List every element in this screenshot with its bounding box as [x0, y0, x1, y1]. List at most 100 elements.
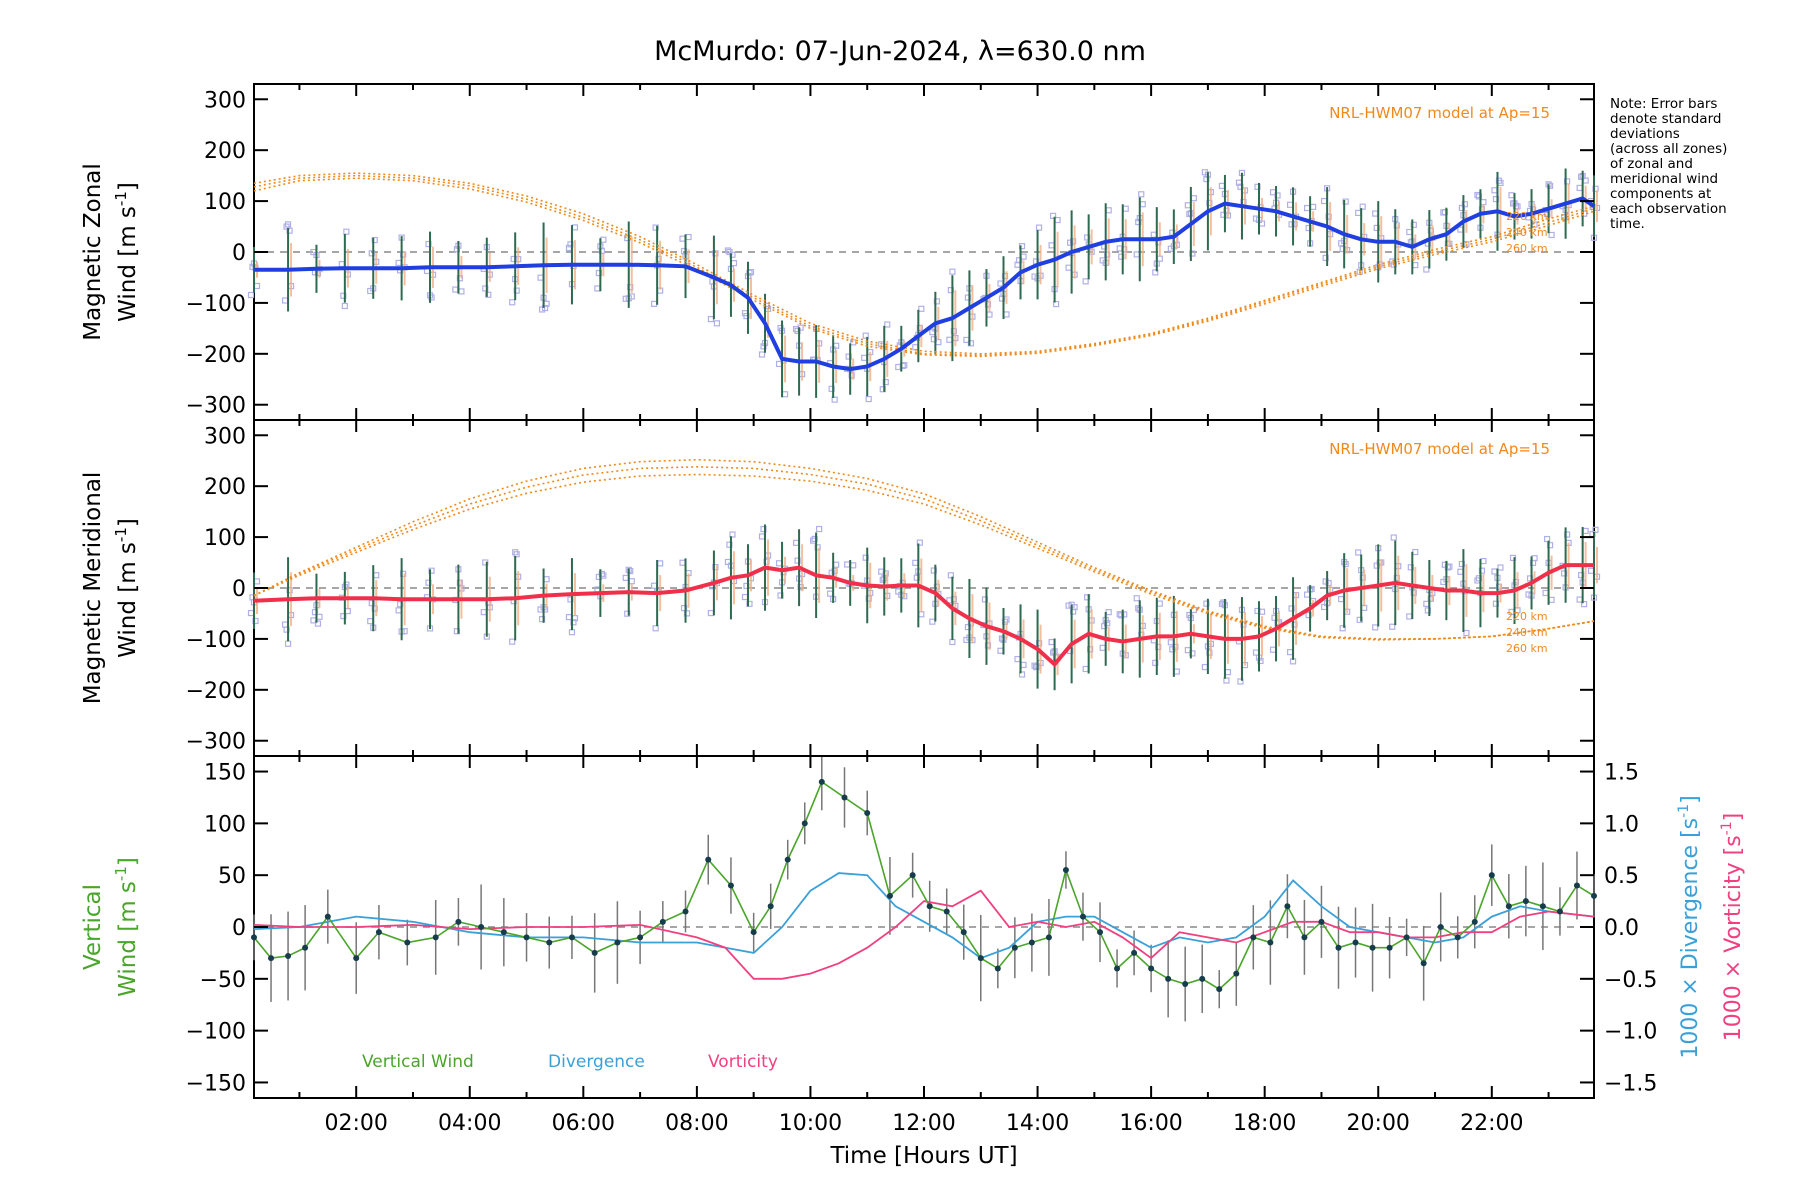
scatter-point	[314, 620, 322, 627]
vertical-wind-point	[614, 939, 621, 946]
legend-divergence: Divergence	[548, 1052, 645, 1072]
vertical-wind-point	[943, 908, 950, 915]
x-tick-label: 08:00	[665, 1111, 728, 1136]
y-tick-label: −300	[186, 394, 246, 419]
scatter-point	[1423, 266, 1430, 273]
y-tick-label: 100	[204, 812, 246, 837]
divergence-right-label: 1000 × Divergence [s-1]	[1676, 795, 1703, 1058]
zonal-model-alt-label: 240 km	[1506, 226, 1548, 239]
note-line: (across all zones)	[1610, 141, 1727, 157]
zonal-ylabel-units: Wind [m s-1]	[112, 182, 141, 322]
scatter-point	[816, 525, 823, 533]
scatter-point	[1339, 625, 1346, 632]
vertical-wind-point	[1522, 898, 1529, 905]
legend-vertical-wind: Vertical Wind	[362, 1052, 474, 1072]
vertical-wind-point	[1454, 934, 1461, 941]
scatter-point	[1390, 534, 1397, 541]
vertical-wind-point	[1284, 903, 1291, 910]
zonal-model-alt-label: 260 km	[1506, 242, 1548, 255]
vertical-wind-point	[909, 872, 916, 879]
model-curve	[253, 458, 1595, 640]
scatter-point	[1018, 671, 1026, 678]
vertical-wind-point	[750, 929, 757, 936]
scatter-point	[1082, 278, 1089, 285]
note-line: denote standard	[1610, 111, 1721, 127]
scatter-point	[713, 320, 721, 327]
scatter-point	[1035, 224, 1043, 231]
vertical-wind-point	[1318, 918, 1325, 925]
scatter-point	[1389, 623, 1396, 630]
scatter-point	[1372, 624, 1379, 631]
scatter-point	[724, 247, 732, 254]
scatter-point	[343, 228, 350, 235]
vertical-wind-point	[994, 965, 1001, 972]
y-tick-label: −300	[186, 730, 246, 755]
vertical-wind-point	[568, 934, 575, 941]
y-tick-label: −200	[186, 679, 246, 704]
note-block: Note: Error bars denote standard deviati…	[1610, 96, 1727, 232]
scatter-point	[284, 221, 292, 228]
vertical-wind-point	[285, 953, 292, 960]
vertical-wind-point	[1573, 882, 1580, 889]
vertical-wind-point	[1114, 965, 1121, 972]
model-curve	[253, 473, 1595, 641]
zonal-model-label: NRL-HWM07 model at Ap=15	[1329, 104, 1550, 122]
zonal-model-alt-label: 220 km	[1506, 210, 1548, 223]
scatter-point	[850, 339, 857, 346]
scatter-point	[652, 625, 659, 632]
vertical-wind-point	[1556, 908, 1563, 915]
vertical-wind-point	[1352, 939, 1359, 946]
scatter-point	[831, 396, 838, 403]
vertical-wind-point	[637, 934, 644, 941]
y-tick-label: −100	[186, 1020, 246, 1045]
vertical-wind-point	[767, 903, 774, 910]
y-tick-label: −50	[200, 968, 246, 993]
vertical-wind-point	[1028, 939, 1035, 946]
y-tick-label: 100	[204, 190, 246, 215]
vorticity-right-label: 1000 × Vorticity [s-1]	[1719, 813, 1746, 1041]
scatter-point	[541, 304, 549, 312]
x-tick-label: 22:00	[1460, 1111, 1523, 1136]
vertical-wind-point	[1131, 949, 1138, 956]
vorticity-line	[253, 889, 1595, 980]
vertical-wind-point	[546, 939, 553, 946]
scatter-point	[1052, 300, 1060, 308]
zonal-ylabel: Magnetic Zonal	[80, 163, 106, 341]
scatter-point	[1355, 549, 1362, 556]
vertical-wind-point	[705, 856, 712, 863]
vertical-wind-point	[353, 955, 360, 962]
scatter-point	[1237, 678, 1244, 685]
y-tick-label: 0	[232, 241, 246, 266]
scatter-point	[247, 291, 255, 299]
meridional-model-alt-label: 240 km	[1506, 626, 1548, 639]
data-layer	[247, 168, 1601, 1022]
meridional-wind-line	[253, 563, 1594, 668]
vertical-wind-point	[841, 794, 848, 801]
model-curve	[253, 172, 1595, 355]
vertical-wind-point	[1011, 944, 1018, 951]
y-tick-label: 0	[232, 577, 246, 602]
vertical-wind-point	[1369, 944, 1376, 951]
vertical-wind-point	[1250, 934, 1257, 941]
meridional-model-alt-label: 260 km	[1506, 642, 1548, 655]
vertical-wind-point	[1216, 986, 1223, 993]
vertical-wind-point	[727, 882, 734, 889]
scatter-point	[1592, 526, 1599, 533]
zonal-wind-line	[254, 196, 1596, 372]
meridional-ylabel: Magnetic Meridional	[80, 472, 106, 705]
meridional-model-alt-label: 220 km	[1506, 610, 1548, 623]
y-tick-label: 1.5	[1604, 761, 1639, 786]
x-tick-label: 12:00	[892, 1111, 955, 1136]
x-axis-label: Time [Hours UT]	[829, 1143, 1017, 1169]
chart-title: McMurdo: 07-Jun-2024, λ=630.0 nm	[654, 36, 1146, 67]
vertical-wind-point	[432, 934, 439, 941]
y-tick-label: 300	[204, 88, 246, 113]
y-tick-label: −1.0	[1604, 1020, 1657, 1045]
scatter-point	[341, 302, 348, 310]
scatter-point	[865, 395, 872, 403]
x-tick-label: 04:00	[438, 1111, 501, 1136]
note-line: of zonal and	[1610, 156, 1693, 172]
y-tick-label: −200	[186, 343, 246, 368]
vertical-wind-point	[1097, 929, 1104, 936]
